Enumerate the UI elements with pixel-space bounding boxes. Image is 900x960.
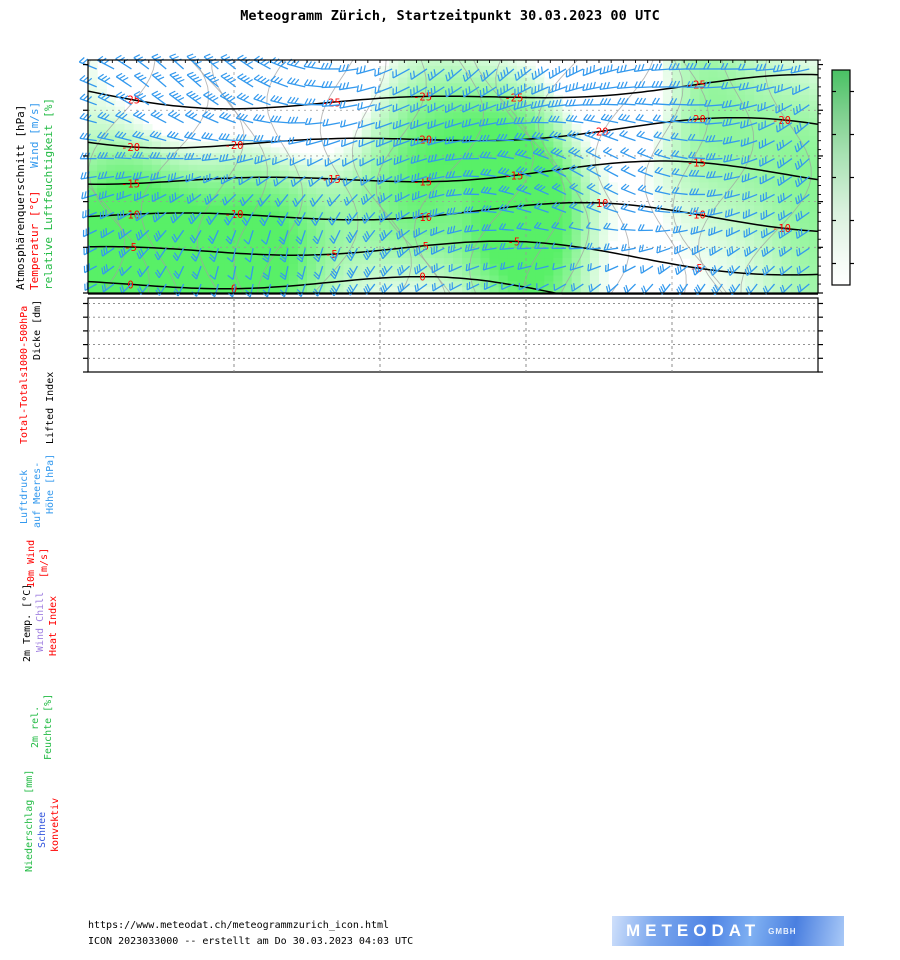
svg-text:-20: -20 [121, 142, 140, 154]
logo-suffix: GMBH [768, 926, 797, 936]
axis-title-wind10m: 10m Wind [26, 539, 37, 588]
axis-title-convective: konvektiv [50, 797, 61, 852]
cross-section-isotherm-labels: -25 -25 -25 -25-25-20 -20 -20-20-20 -20-15 -15-… [121, 80, 791, 296]
svg-text:-25: -25 [504, 92, 523, 104]
svg-text:-20: -20 [772, 115, 791, 127]
axis-title-total-totals: Total-Totals [19, 371, 30, 444]
axis-title-pressure: Luftdruck [19, 469, 30, 524]
footer-run-info: ICON 2023033000 -- erstellt am Do 30.03.… [88, 936, 414, 947]
axis-title-cross-section-humidity: relative Luftfeuchtigkeit [%] [42, 97, 55, 290]
svg-text:-10: -10 [772, 223, 791, 235]
svg-text:-25: -25 [687, 80, 706, 92]
axis-title-thickness-red: 1000-500hPa [19, 305, 30, 372]
svg-text:-20: -20 [687, 114, 706, 126]
svg-text:-5: -5 [508, 236, 521, 248]
axis-title-temp2m: 2m Temp. [°C] [22, 583, 33, 662]
svg-text:-20: -20 [225, 140, 244, 152]
svg-text:-10: -10 [121, 209, 140, 221]
axis-title-lifted-index: Lifted Index [45, 371, 56, 444]
svg-text:-25: -25 [413, 91, 432, 103]
logo-text: METEODAT [626, 921, 761, 940]
svg-text:-15: -15 [121, 179, 140, 191]
axis-title-wind-chill: Wind Chill [35, 591, 46, 652]
svg-text:-15: -15 [504, 171, 523, 183]
page-title: Meteogramm Zürich, Startzeitpunkt 30.03.… [240, 8, 660, 24]
svg-text:-10: -10 [413, 212, 432, 224]
meteodat-logo[interactable]: METEODAT GMBH [612, 916, 844, 946]
svg-text:-5: -5 [325, 249, 338, 261]
cross-section-wind-barbs [78, 53, 810, 298]
svg-text:-25: -25 [322, 97, 341, 109]
axis-title-snow: Schnee [37, 811, 48, 848]
axis-title-precip: Niederschlag [mm] [24, 769, 35, 872]
cross-section-humidity-field [88, 60, 819, 294]
axis-title-heat-index: Heat Index [48, 595, 59, 656]
axis-title-thickness-black: Dicke [dm] [32, 299, 43, 360]
axis-title-pressure-3: Höhe [hPa] [45, 453, 56, 514]
svg-text:-15: -15 [687, 157, 706, 169]
axis-title-humidity2m: 2m rel. [30, 705, 41, 748]
svg-text:0: 0 [419, 272, 425, 284]
axis-title-humidity2m-2: Feuchte [%] [43, 693, 54, 760]
footer-url[interactable]: https://www.meteodat.ch/meteogrammzurich… [88, 920, 390, 931]
axis-title-cross-section-temp: Temperatur [°C] [28, 190, 41, 290]
svg-text:-5: -5 [690, 263, 703, 275]
axis-title-cross-section-black: Atmosphärenquerschnitt [hPa] [14, 104, 27, 290]
axis-title-pressure-2: auf Meeres- [32, 461, 43, 528]
axis-title-cross-section-wind: Wind [m/s] [28, 101, 41, 168]
axis-title-wind10m-unit: [m/s] [39, 547, 50, 578]
